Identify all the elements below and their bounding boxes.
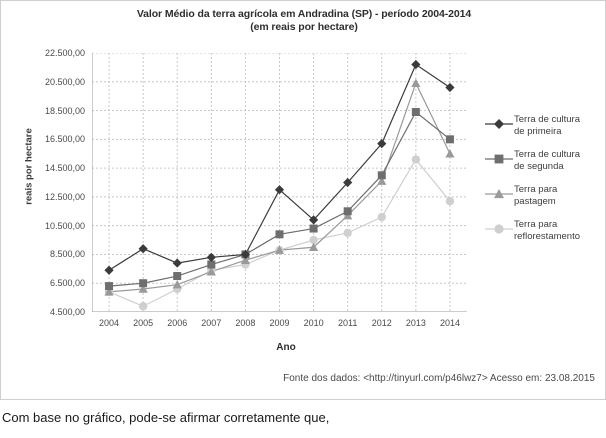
legend-marker-circle-icon — [484, 218, 514, 244]
data-point-diamond — [411, 59, 421, 70]
legend-item-3: Terra para pastagem — [484, 183, 604, 209]
data-point-diamond — [138, 244, 148, 254]
data-point-circle — [309, 235, 318, 245]
data-point-triangle — [206, 267, 216, 276]
legend-label-line1: Terra de cultura — [514, 114, 581, 125]
chart-figure: Valor Médio da terra agrícola em Andradi… — [0, 0, 606, 400]
x-axis-tick-label: 2012 — [371, 318, 392, 328]
legend-label: Terra para reflorestamento — [514, 218, 580, 243]
legend-item-2: Terra de cultura de segunda — [484, 148, 604, 174]
data-point-square — [377, 171, 386, 180]
chart-title-line1: Valor Médio da terra agrícola em Andradi… — [136, 8, 472, 20]
data-point-triangle — [240, 255, 251, 264]
chart-subtitle: (em reais por hectare) — [250, 21, 358, 33]
legend-diamond — [494, 119, 504, 129]
y-axis-tick-label: 12.500,00 — [44, 191, 85, 202]
x-axis-tick-label: 2008 — [235, 318, 256, 328]
legend-marker-triangle-icon — [484, 183, 514, 209]
data-point-diamond — [172, 258, 182, 268]
y-axis-tick-label: 18.500,00 — [44, 105, 85, 116]
data-point-square — [139, 279, 148, 288]
legend-circle — [494, 224, 504, 234]
data-point-triangle — [172, 280, 182, 289]
data-point-diamond — [445, 82, 455, 93]
x-axis-label: Ano — [276, 342, 296, 353]
data-point-circle — [411, 155, 421, 164]
legend-item-4: Terra para reflorestamento — [484, 218, 604, 244]
data-point-square — [343, 207, 352, 216]
chart-title: Valor Médio da terra agrícola em Andradi… — [1, 8, 606, 34]
data-point-square — [411, 107, 420, 116]
legend-label-line2: de primeira — [514, 126, 562, 137]
y-axis-tick-label: 8.500,00 — [49, 249, 85, 260]
legend-label-line2: reflorestamento — [514, 231, 581, 242]
data-point-diamond — [343, 177, 353, 188]
legend-label-line1: Terra para — [514, 184, 558, 195]
chart-legend: Terra de cultura de primeira Terra de cult… — [484, 113, 604, 253]
plot-area — [91, 52, 467, 313]
y-axis-tick-label: 22.500,00 — [44, 48, 85, 58]
data-point-circle — [377, 212, 386, 222]
legend-label-line2: pastagem — [514, 196, 556, 207]
legend-marker-diamond-icon — [484, 113, 514, 139]
data-point-square — [445, 135, 454, 144]
data-point-square — [275, 230, 284, 239]
data-point-circle — [138, 302, 148, 311]
x-axis-tick-label: 2006 — [167, 318, 188, 328]
legend-label: Terra de cultura de segunda — [514, 148, 580, 173]
data-point-triangle — [377, 176, 387, 185]
data-point-square — [105, 282, 114, 291]
legend-label: Terra de cultura de primeira — [514, 113, 580, 138]
data-point-square — [207, 260, 216, 269]
plot-svg — [91, 52, 467, 313]
data-point-square — [309, 224, 318, 233]
data-point-triangle — [138, 284, 148, 293]
data-point-triangle — [411, 78, 421, 87]
data-point-triangle — [104, 287, 114, 296]
legend-triangle — [494, 189, 504, 199]
legend-label-line1: Terra para — [514, 219, 558, 230]
x-axis-tick-label: 2007 — [201, 318, 222, 328]
data-point-circle — [343, 228, 352, 238]
x-axis-tick-label: 2010 — [303, 318, 324, 328]
x-axis-tick-label: 2004 — [99, 318, 120, 328]
y-axis-tick-label: 16.500,00 — [44, 134, 85, 145]
legend-marker-square-icon — [484, 148, 514, 174]
legend-label: Terra para pastagem — [514, 183, 557, 208]
y-axis-tick-label: 6.500,00 — [49, 278, 85, 289]
series-line-1 — [108, 63, 451, 271]
data-point-triangle — [274, 245, 285, 254]
source-note: Fonte dos dados: <http://tinyurl.com/p46… — [283, 373, 595, 384]
legend-label-line1: Terra de cultura — [514, 149, 581, 160]
data-point-square — [173, 272, 182, 281]
data-point-diamond — [240, 249, 251, 260]
y-axis-tick-label: 10.500,00 — [44, 220, 85, 231]
legend-item-1: Terra de cultura de primeira — [484, 113, 604, 139]
data-point-diamond — [206, 252, 216, 262]
legend-square — [494, 154, 504, 164]
x-axis-tick-label: 2009 — [269, 318, 290, 328]
x-axis-tick-label: 2013 — [405, 318, 426, 328]
y-axis-tick-label: 20.500,00 — [44, 76, 85, 87]
y-axis-tick-label: 4.500,00 — [49, 307, 85, 317]
data-point-triangle — [308, 242, 319, 252]
data-point-triangle — [445, 149, 455, 158]
data-point-diamond — [104, 265, 114, 275]
data-point-circle — [445, 197, 455, 206]
x-axis-tick-label: 2014 — [439, 318, 460, 328]
question-text: Com base no gráfico, pode-se afirmar cor… — [2, 410, 330, 425]
y-axis-tick-label: 14.500,00 — [44, 163, 85, 174]
legend-label-line2: de segunda — [514, 161, 564, 172]
data-point-diamond — [377, 139, 387, 149]
data-point-diamond — [274, 185, 285, 195]
x-axis-tick-label: 2005 — [133, 318, 154, 328]
x-axis-tick-label: 2011 — [337, 318, 358, 328]
